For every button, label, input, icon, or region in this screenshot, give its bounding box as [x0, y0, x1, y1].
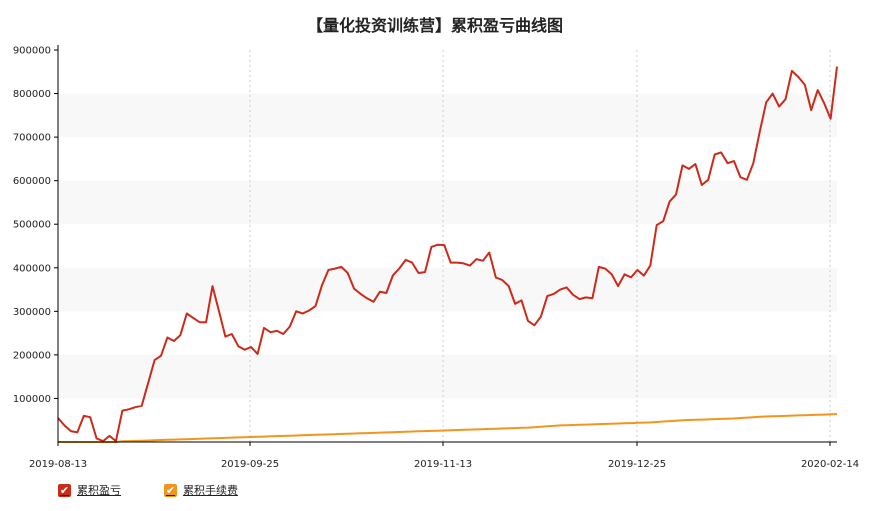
grid-band — [58, 267, 837, 312]
y-tick-label: 200000 — [13, 350, 51, 361]
y-axis-ticks: 100000 200000 300000 400000 500000 600000 7000… — [13, 46, 58, 405]
series-line-pnl — [57, 66, 838, 443]
y-tick-label: 900000 — [13, 46, 51, 57]
y-tick-label: 300000 — [13, 307, 51, 318]
y-tick-label: 800000 — [13, 89, 51, 100]
y-tick-label: 100000 — [13, 394, 51, 405]
y-tick-label: 500000 — [13, 220, 51, 231]
axes — [57, 45, 837, 443]
legend-item-pnl[interactable]: ✔ 累积盈亏 — [58, 480, 121, 500]
x-tick-label: 2020-02-14 — [801, 459, 859, 470]
legend-label-fee: 累积手续费 — [183, 484, 238, 497]
y-tick-label: 600000 — [13, 176, 51, 187]
background-bands — [58, 93, 837, 399]
chart-title: 【量化投资训练营】累积盈亏曲线图 — [306, 16, 563, 35]
series-line-fee — [58, 413, 838, 443]
check-icon: ✔ — [164, 483, 177, 497]
y-tick-label: 400000 — [13, 263, 51, 274]
series-lines — [57, 66, 838, 443]
x-tick-label: 2019-08-13 — [29, 459, 87, 470]
x-axis-ticks: 2019-08-13 2019-09-25 2019-11-13 2019-12-25… — [29, 442, 859, 470]
grid-band — [58, 180, 837, 225]
y-tick-label: 700000 — [13, 133, 51, 144]
x-tick-label: 2019-12-25 — [608, 459, 666, 470]
x-tick-label: 2019-11-13 — [414, 459, 472, 470]
grid-band — [58, 93, 837, 138]
x-tick-label: 2019-09-25 — [221, 459, 279, 470]
legend-label-pnl: 累积盈亏 — [77, 484, 121, 497]
check-icon: ✔ — [58, 483, 71, 497]
legend-item-fee[interactable]: ✔ 累积手续费 — [164, 480, 238, 500]
grid-band — [58, 354, 837, 399]
